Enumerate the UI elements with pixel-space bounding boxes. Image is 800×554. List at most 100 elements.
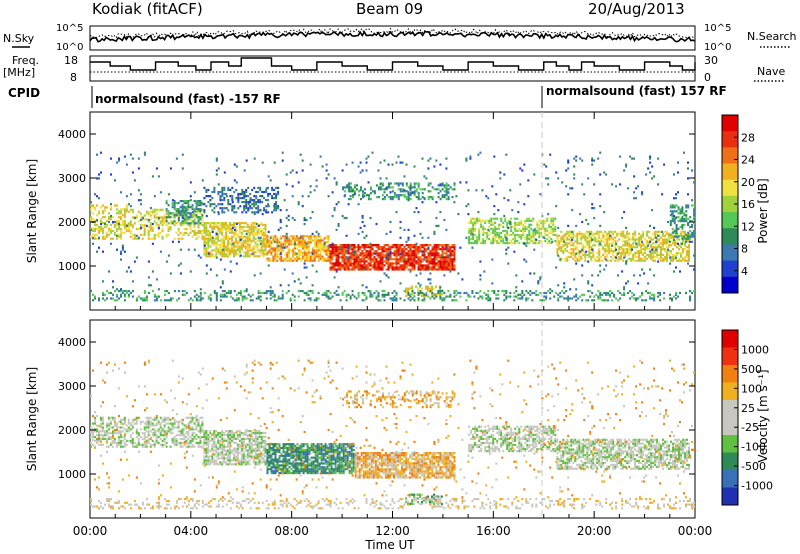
data-cell [365, 264, 368, 267]
data-cell [435, 159, 438, 162]
data-cell [298, 251, 300, 254]
data-cell [106, 297, 108, 300]
data-cell [542, 219, 545, 222]
data-cell [98, 212, 100, 215]
data-cell [354, 190, 356, 193]
data-cell [270, 241, 273, 244]
data-cell [693, 204, 696, 207]
data-cell [413, 256, 416, 259]
data-cell [231, 247, 233, 250]
data-cell [235, 181, 238, 184]
data-cell [117, 443, 120, 446]
data-cell [507, 246, 510, 249]
data-cell [315, 239, 318, 242]
data-cell [476, 235, 479, 239]
data-cell [303, 255, 306, 258]
data-cell [173, 237, 176, 240]
data-cell [395, 194, 398, 197]
data-cell [246, 229, 249, 232]
data-cell [433, 254, 436, 257]
data-cell [693, 222, 696, 225]
data-cell [598, 257, 601, 260]
data-cell [113, 233, 116, 236]
data-cell [288, 241, 291, 244]
data-cell [129, 220, 132, 223]
data-cell [608, 259, 611, 262]
data-cell [492, 221, 495, 224]
data-cell [264, 225, 267, 229]
data-cell [624, 234, 627, 237]
data-cell [345, 163, 348, 166]
data-cell [359, 171, 362, 174]
data-cell [586, 240, 589, 243]
data-cell [441, 188, 444, 191]
data-cell [662, 240, 664, 243]
data-cell [223, 241, 226, 244]
data-cell [197, 222, 200, 225]
data-cell [544, 240, 547, 243]
data-cell [351, 250, 354, 253]
data-cell [395, 258, 398, 261]
data-cell [181, 290, 184, 293]
data-cell [367, 290, 370, 293]
data-cell [576, 248, 579, 251]
data-cell [411, 290, 414, 293]
data-cell [305, 293, 308, 296]
data-cell [333, 262, 336, 265]
data-cell [113, 424, 116, 427]
data-cell [604, 244, 607, 247]
data-cell [217, 235, 220, 238]
data-cell [672, 253, 674, 256]
data-cell [115, 229, 118, 232]
data-cell [264, 227, 267, 230]
data-cell [498, 242, 501, 245]
data-cell [648, 253, 651, 256]
data-cell [666, 238, 668, 241]
data-cell [345, 248, 348, 251]
data-cell [250, 231, 253, 234]
data-cell [177, 214, 180, 217]
data-cell [417, 198, 420, 201]
data-cell [329, 254, 332, 257]
data-cell [165, 299, 168, 302]
data-cell [496, 227, 499, 230]
data-cell [269, 236, 272, 239]
data-cell [565, 169, 568, 172]
data-cell [389, 254, 392, 257]
data-cell [239, 293, 242, 296]
data-cell [233, 228, 236, 231]
data-cell [391, 246, 394, 249]
data-cell [262, 231, 265, 234]
data-cell [606, 259, 609, 262]
data-cell [94, 222, 96, 225]
data-cell [546, 227, 549, 230]
data-cell [381, 256, 384, 259]
data-cell [514, 227, 517, 230]
data-cell [367, 268, 370, 271]
data-cell [264, 239, 267, 242]
data-cell [387, 244, 390, 247]
data-cell [315, 297, 318, 300]
data-cell [562, 236, 565, 239]
data-cell [431, 248, 434, 251]
data-cell [177, 264, 180, 267]
data-cell [254, 233, 257, 236]
noise-axis-top-right: 10^5 [704, 23, 731, 34]
data-cell [361, 244, 364, 247]
data-cell [131, 224, 134, 227]
data-cell [492, 227, 495, 230]
data-cell [668, 250, 670, 253]
data-cell [443, 291, 446, 295]
data-cell [112, 297, 114, 300]
data-cell [447, 250, 450, 253]
data-cell [604, 234, 607, 237]
data-cell [292, 251, 295, 254]
data-cell [369, 264, 372, 267]
data-cell [193, 248, 196, 251]
data-cell [135, 299, 138, 302]
data-cell [524, 237, 527, 241]
data-cell [397, 260, 400, 263]
data-cell [465, 205, 468, 208]
data-cell [115, 204, 118, 207]
data-cell [245, 205, 248, 208]
